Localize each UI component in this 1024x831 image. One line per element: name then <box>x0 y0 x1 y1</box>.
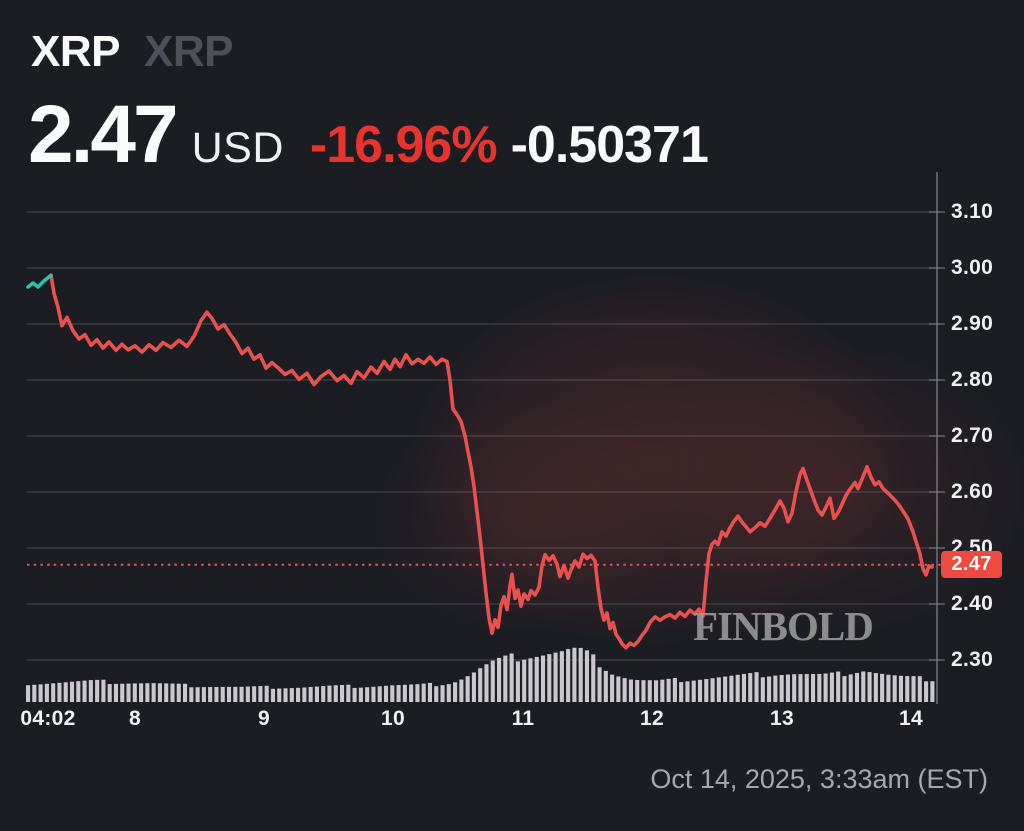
x-axis-label: 04:02 <box>20 707 76 730</box>
y-axis-label: 3.00 <box>951 256 994 279</box>
price-change-absolute: -0.50371 <box>510 116 709 174</box>
x-axis-label: 10 <box>381 707 405 730</box>
finbold-watermark: FINBOLD <box>693 603 874 649</box>
symbol-ticker: XRP <box>143 27 233 76</box>
chart-timestamp: Oct 14, 2025, 3:33am (EST) <box>650 764 988 794</box>
x-axis-label: 13 <box>770 707 794 730</box>
symbol-row: XRP XRP <box>31 30 233 74</box>
price-currency: USD <box>191 124 284 172</box>
price-row: 2.47 USD -16.96% -0.50371 <box>28 89 709 180</box>
price-change-percent: -16.96% <box>309 116 498 174</box>
x-axis-label: 12 <box>640 707 664 730</box>
y-axis-label: 2.60 <box>951 480 994 503</box>
y-axis-label: 2.30 <box>951 648 994 671</box>
x-axis-label: 8 <box>129 707 141 730</box>
x-axis-label: 14 <box>899 707 923 730</box>
y-axis-label: 2.40 <box>951 592 994 615</box>
y-axis-label: 2.80 <box>951 368 994 391</box>
y-axis-label: 2.90 <box>951 312 994 335</box>
y-axis-label: 3.10 <box>951 200 994 223</box>
y-axis-label: 2.70 <box>951 424 994 447</box>
x-axis-label: 11 <box>511 707 535 730</box>
current-price-value: 2.47 <box>28 89 179 180</box>
current-price-badge: 2.47 <box>941 551 1002 579</box>
x-axis-label: 9 <box>258 707 270 730</box>
symbol-name: XRP <box>31 27 120 76</box>
